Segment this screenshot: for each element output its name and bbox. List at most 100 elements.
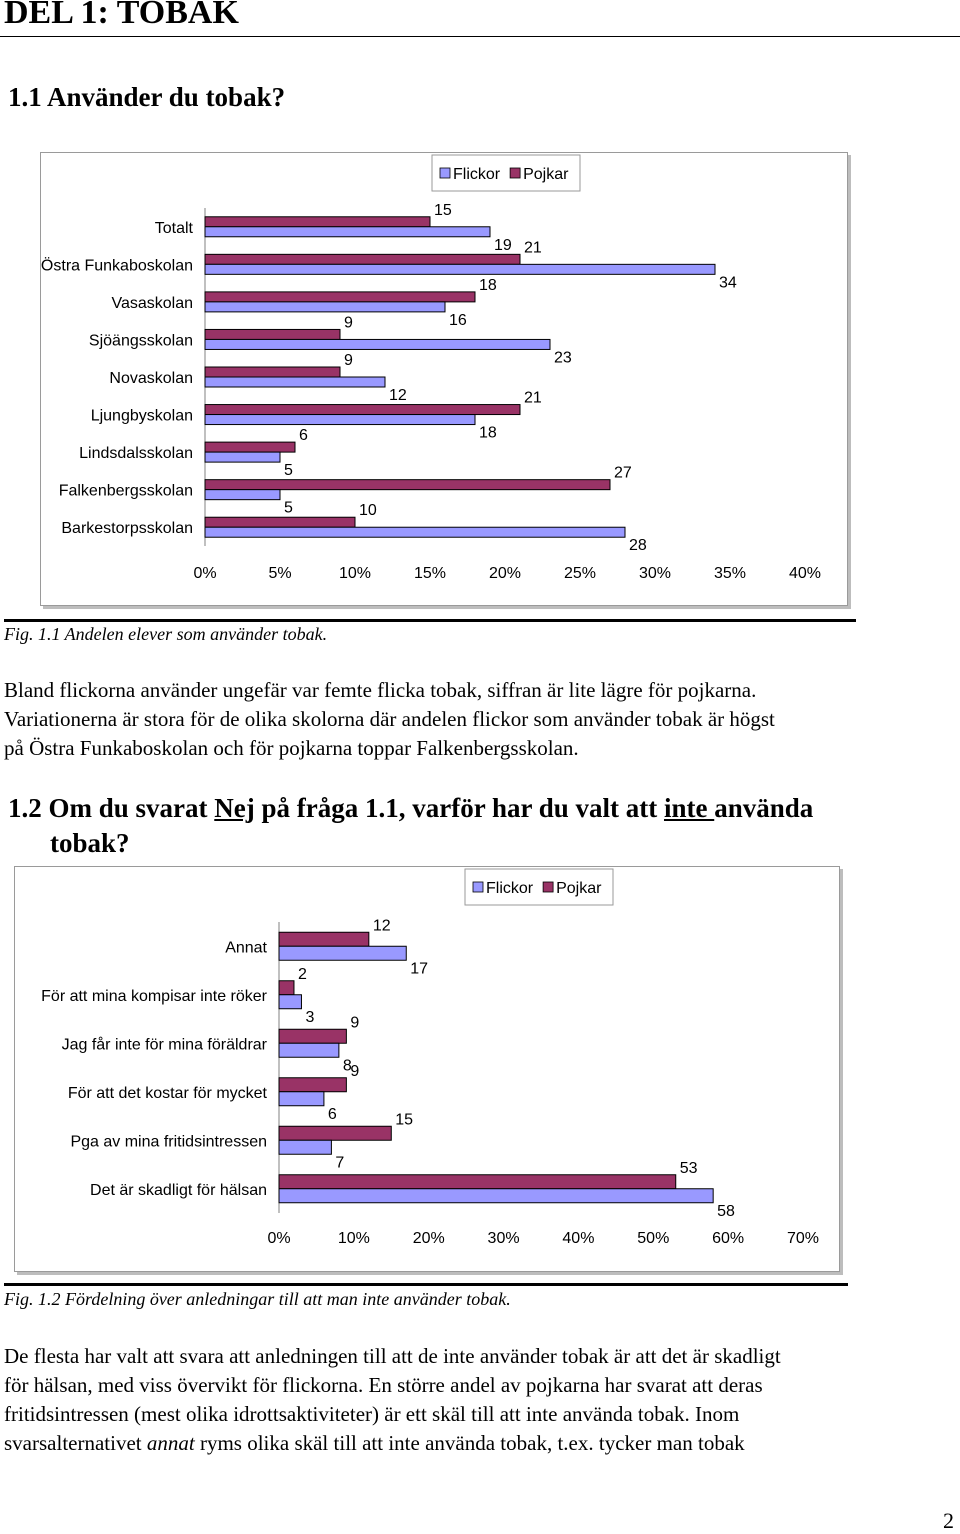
bar <box>204 301 446 313</box>
data-label: 10 <box>359 502 377 519</box>
paragraph-2-line: De flesta har valt att svara att anledni… <box>4 1344 781 1368</box>
paragraph-2-line: för hälsan, med viss övervikt för flicko… <box>4 1373 763 1397</box>
figure-2-rule <box>4 1283 848 1286</box>
data-label: 9 <box>344 314 353 331</box>
category-label: Annat <box>225 939 267 956</box>
section-1-1-title: 1.1 Använder du tobak? <box>8 82 286 112</box>
data-label: 9 <box>350 1063 359 1080</box>
paragraph-2: De flesta har valt att svara att anledni… <box>4 1342 781 1458</box>
legend-swatch <box>542 881 554 893</box>
tick-label: 40% <box>562 1230 594 1247</box>
data-label: 12 <box>373 917 391 934</box>
data-label: 12 <box>389 387 407 404</box>
bar <box>278 1028 347 1044</box>
data-label: 15 <box>434 202 452 219</box>
bar <box>278 1139 332 1155</box>
data-label: 18 <box>479 425 497 442</box>
bar <box>204 404 521 416</box>
bar <box>204 366 341 378</box>
tick-label: 0% <box>193 565 216 582</box>
page-heading: DEL 1: TOBAK <box>4 0 239 31</box>
bar <box>204 414 476 426</box>
paragraph-1-line: Variationerna är stora för de olika skol… <box>4 707 775 731</box>
category-label: Sjöängsskolan <box>89 332 193 349</box>
category-label: Novaskolan <box>109 370 193 387</box>
bar <box>278 945 407 961</box>
heading-rule <box>0 36 960 37</box>
paragraph-2-line: fritidsintressen (mest olika idrottsakti… <box>4 1402 740 1426</box>
data-label: 17 <box>410 960 428 977</box>
bar <box>204 338 551 350</box>
section-1-2-middle: på fråga 1.1, varför har du valt att <box>254 793 664 823</box>
chart-tobacco-use: Flickor Pojkar Totalt 15 19 Östra Funkaboskol… <box>40 152 848 606</box>
legend-label: Flickor <box>453 166 501 183</box>
data-label: 16 <box>449 312 467 329</box>
tick-label: 30% <box>639 565 671 582</box>
tick-label: 35% <box>714 565 746 582</box>
legend-box <box>464 868 614 906</box>
bar <box>204 253 521 265</box>
bar <box>204 376 386 388</box>
category-label: Ljungbyskolan <box>91 408 193 425</box>
tick-label: 25% <box>564 565 596 582</box>
legend-swatch <box>472 881 484 893</box>
tick-label: 60% <box>712 1230 744 1247</box>
tick-label: 30% <box>488 1230 520 1247</box>
data-label: 58 <box>717 1203 735 1220</box>
bar <box>204 441 296 453</box>
category-label: Östra Funkaboskolan <box>41 256 193 274</box>
data-label: 23 <box>554 349 572 366</box>
figure-1-caption: Fig. 1.1 Andelen elever som använder tob… <box>4 624 328 644</box>
data-label: 5 <box>284 462 293 479</box>
data-label: 21 <box>524 390 542 407</box>
page-number: 2 <box>943 1508 954 1533</box>
data-label: 53 <box>680 1160 698 1177</box>
bar <box>278 1174 677 1190</box>
bar <box>204 216 431 228</box>
data-label: 9 <box>344 352 353 369</box>
category-label: Pga av mina fritidsintressen <box>70 1133 267 1150</box>
data-label: 8 <box>343 1057 352 1074</box>
bar <box>278 1188 714 1204</box>
section-1-2-suffix: använda <box>714 793 814 823</box>
bar <box>204 489 281 501</box>
bar <box>204 291 476 303</box>
category-label: Jag får inte för mina föräldrar <box>62 1035 268 1053</box>
bar <box>278 980 295 996</box>
paragraph-2-text: ryms olika skäl till att inte använda to… <box>194 1431 745 1455</box>
tick-label: 15% <box>414 565 446 582</box>
category-label: Totalt <box>155 220 194 237</box>
data-label: 5 <box>284 500 293 517</box>
tick-label: 5% <box>268 565 291 582</box>
category-label: Falkenbergsskolan <box>59 483 193 500</box>
bar <box>204 451 281 463</box>
bar <box>204 526 626 538</box>
data-label: 7 <box>335 1154 344 1171</box>
bar <box>278 994 302 1010</box>
section-1-2-nej: Nej <box>214 793 255 823</box>
paragraph-1: Bland flickorna använder ungefär var fem… <box>4 676 775 763</box>
legend-label: Pojkar <box>556 880 602 897</box>
tick-label: 0% <box>267 1230 290 1247</box>
tick-label: 10% <box>338 1230 370 1247</box>
tick-label: 20% <box>413 1230 445 1247</box>
bar <box>204 226 491 238</box>
data-label: 18 <box>479 277 497 294</box>
legend-box <box>431 154 581 192</box>
figure-2-caption: Fig. 1.2 Fördelning över anledningar til… <box>4 1289 511 1309</box>
data-label: 28 <box>629 537 647 554</box>
tick-label: 20% <box>489 565 521 582</box>
bar <box>204 328 341 340</box>
section-1-2-title: 1.2 Om du svarat Nej på fråga 1.1, varfö… <box>8 793 813 824</box>
bar <box>278 1091 325 1107</box>
chart-reasons-not-using: Flickor Pojkar Annat 12 17 För att mina kompi… <box>14 866 840 1272</box>
paragraph-2-text: svarsalternativet <box>4 1431 147 1455</box>
legend-swatch <box>509 167 521 179</box>
tick-label: 10% <box>339 565 371 582</box>
category-label: För att det kostar för mycket <box>68 1085 268 1102</box>
data-label: 2 <box>298 966 307 983</box>
data-label: 3 <box>305 1009 314 1026</box>
bar <box>204 479 611 491</box>
paragraph-2-line: svarsalternativet annat ryms olika skäl … <box>4 1429 781 1458</box>
tick-label: 40% <box>789 565 821 582</box>
